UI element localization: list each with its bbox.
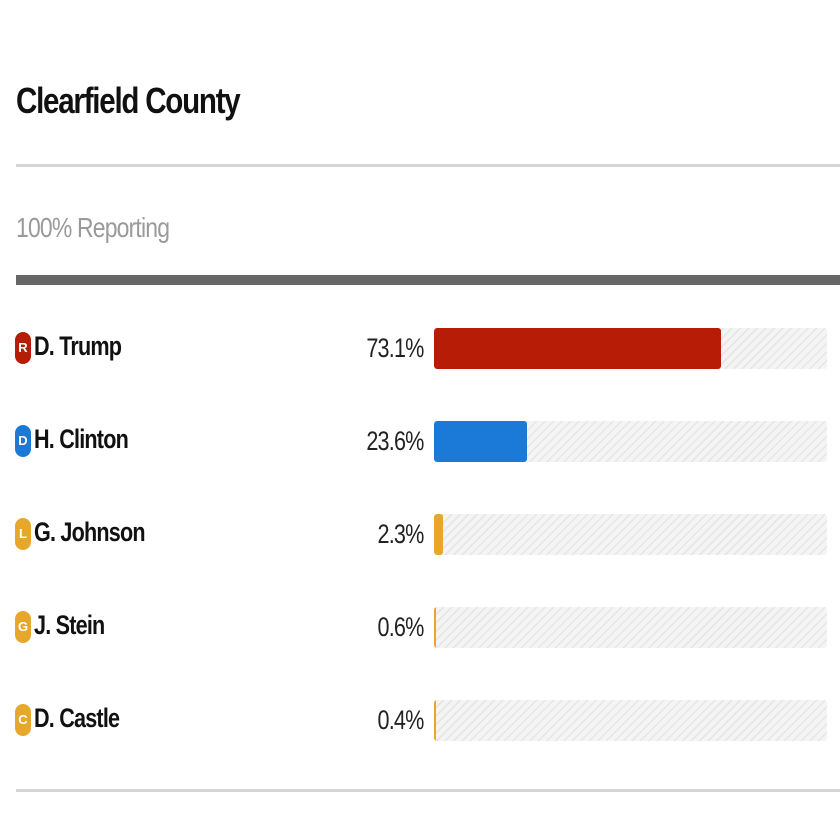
candidate-row-trump: R D. Trump 73.1% bbox=[0, 325, 840, 369]
candidate-name: H. Clinton bbox=[34, 424, 129, 454]
bar-track bbox=[434, 607, 827, 648]
bar-track bbox=[434, 421, 827, 462]
candidate-name: G. Johnson bbox=[34, 517, 146, 547]
results-footer-rule bbox=[16, 789, 840, 792]
vote-bar-castle bbox=[434, 700, 436, 741]
vote-percent-label: 0.6% bbox=[377, 612, 425, 642]
candidate-row-castle: C D. Castle 0.4% bbox=[0, 697, 840, 741]
candidate-row-clinton: D H. Clinton 23.6% bbox=[0, 418, 840, 462]
title-divider bbox=[16, 164, 840, 167]
vote-bar-trump bbox=[434, 328, 722, 369]
candidate-row-johnson: L G. Johnson 2.3% bbox=[0, 511, 840, 555]
vote-percent-label: 73.1% bbox=[366, 333, 425, 363]
vote-bar-stein bbox=[434, 607, 437, 648]
candidate-name: J. Stein bbox=[34, 610, 105, 640]
candidate-row-stein: G J. Stein 0.6% bbox=[0, 604, 840, 648]
vote-percent-label: 0.4% bbox=[377, 705, 425, 735]
vote-percent-label: 23.6% bbox=[366, 426, 425, 456]
party-badge-republican: R bbox=[15, 332, 31, 364]
vote-bar-johnson bbox=[434, 514, 444, 555]
county-title: Clearfield County bbox=[16, 80, 241, 121]
party-badge-libertarian: L bbox=[15, 518, 31, 550]
vote-bar-clinton bbox=[434, 421, 527, 462]
party-badge-constitution: C bbox=[15, 704, 31, 736]
bar-track bbox=[434, 328, 827, 369]
vote-percent-label: 2.3% bbox=[377, 519, 425, 549]
party-badge-green: G bbox=[15, 611, 31, 643]
candidate-name: D. Trump bbox=[34, 331, 122, 361]
party-badge-democrat: D bbox=[15, 425, 31, 457]
candidate-name: D. Castle bbox=[34, 703, 120, 733]
results-header-rule bbox=[16, 275, 840, 285]
bar-track bbox=[434, 514, 827, 555]
bar-track bbox=[434, 700, 827, 741]
reporting-status: 100% Reporting bbox=[16, 212, 170, 243]
